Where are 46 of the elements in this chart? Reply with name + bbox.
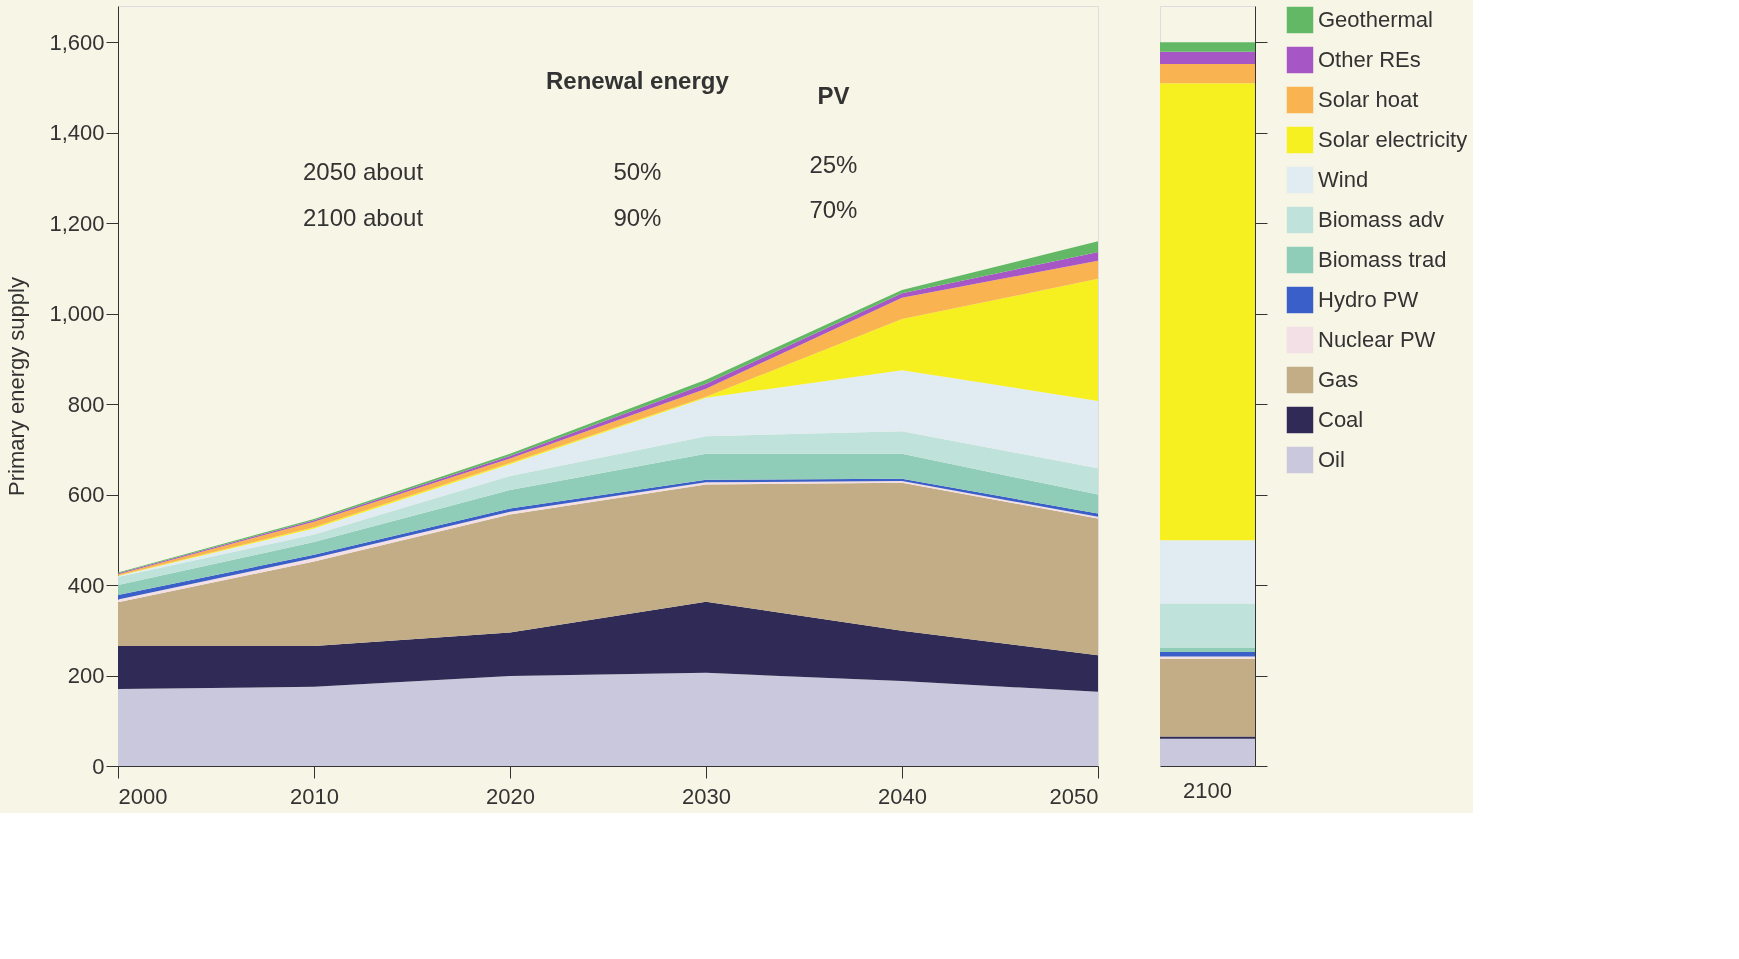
bar	[1160, 652, 1255, 657]
bar	[1160, 83, 1255, 541]
annotation: 2100 about	[302, 203, 424, 231]
y-tick-label: 1,400	[49, 120, 105, 146]
x-tick-label: 2030	[682, 783, 731, 809]
x-tick-label: 2000	[118, 783, 168, 809]
annotation: PV	[817, 82, 850, 110]
y-tick-label: 800	[67, 391, 105, 417]
legend-label: Hydro PW	[1318, 287, 1419, 312]
annotation: 90%	[613, 203, 662, 231]
y-tick-label: 0	[92, 753, 105, 779]
x-tick-label: 2020	[486, 783, 535, 809]
bar	[1160, 603, 1255, 648]
x-tick-label: 2050	[1049, 783, 1099, 809]
bar	[1160, 42, 1255, 52]
legend-label: Solar hoat	[1318, 87, 1419, 112]
bar	[1160, 540, 1255, 604]
y-tick-label: 200	[67, 663, 105, 689]
legend-label: Nuclear PW	[1318, 327, 1436, 352]
y-tick-label: 1,000	[49, 301, 105, 327]
legend-label: Wind	[1318, 167, 1369, 192]
bar	[1160, 647, 1255, 652]
annotation: Renewal energy	[546, 67, 730, 94]
bar	[1160, 51, 1255, 64]
annotation: 2050 about	[302, 158, 424, 186]
legend-label: Oil	[1318, 447, 1345, 472]
x-tick-label: 2100	[1183, 777, 1232, 803]
y-tick-label: 1,200	[49, 210, 105, 236]
bar	[1160, 658, 1255, 737]
bar	[1160, 63, 1255, 84]
legend-label: Other REs	[1318, 47, 1421, 72]
annotation: 25%	[809, 150, 858, 178]
legend-label: Solar electricity	[1318, 127, 1468, 152]
annotation: 50%	[613, 158, 662, 186]
legend-label: Coal	[1318, 407, 1364, 432]
y-axis-title: Primary energy supply	[4, 277, 30, 496]
y-tick-label: 600	[67, 482, 105, 508]
y-tick-label: 1,600	[49, 29, 105, 55]
x-tick-label: 2010	[290, 783, 339, 809]
legend-label: Geothermal	[1318, 7, 1433, 32]
y-tick-label: 400	[67, 572, 105, 598]
annotation: 70%	[809, 196, 858, 224]
legend-label: Gas	[1318, 367, 1359, 392]
legend-label: Biomass adv	[1318, 207, 1444, 232]
x-tick-label: 2040	[878, 783, 927, 809]
legend-label: Biomass trad	[1318, 247, 1447, 272]
